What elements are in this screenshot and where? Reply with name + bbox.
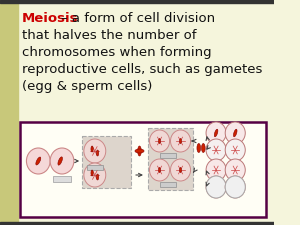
Ellipse shape	[149, 159, 170, 181]
Ellipse shape	[206, 159, 226, 181]
Ellipse shape	[197, 144, 201, 153]
Text: that halves the number of: that halves the number of	[22, 29, 197, 42]
Ellipse shape	[225, 176, 245, 198]
Ellipse shape	[206, 176, 226, 198]
Ellipse shape	[159, 167, 161, 173]
Bar	[160, 153, 176, 158]
Ellipse shape	[214, 129, 218, 137]
Ellipse shape	[225, 176, 245, 198]
Ellipse shape	[225, 122, 245, 144]
Ellipse shape	[206, 122, 226, 144]
Text: – a form of cell division: – a form of cell division	[61, 12, 215, 25]
Ellipse shape	[138, 146, 141, 156]
Ellipse shape	[180, 139, 182, 144]
Bar	[0, 0, 274, 3]
Ellipse shape	[58, 157, 62, 165]
Text: (egg & sperm cells): (egg & sperm cells)	[22, 80, 152, 93]
Bar	[87, 165, 103, 170]
Ellipse shape	[202, 144, 205, 153]
Bar	[53, 176, 71, 182]
Bar	[0, 0, 18, 225]
Bar	[160, 182, 176, 187]
Text: Meiosis: Meiosis	[22, 12, 78, 25]
Ellipse shape	[91, 146, 93, 152]
Ellipse shape	[170, 159, 190, 181]
Ellipse shape	[206, 139, 226, 161]
Ellipse shape	[96, 150, 99, 156]
Ellipse shape	[91, 170, 93, 176]
Ellipse shape	[225, 139, 245, 161]
Ellipse shape	[135, 149, 144, 153]
Bar	[0, 222, 274, 225]
Bar	[20, 122, 266, 217]
Ellipse shape	[170, 130, 190, 152]
Text: reproductive cells, such as gametes: reproductive cells, such as gametes	[22, 63, 262, 76]
Ellipse shape	[84, 139, 106, 163]
Bar	[82, 136, 131, 188]
Ellipse shape	[50, 148, 74, 174]
Ellipse shape	[225, 159, 245, 181]
Ellipse shape	[36, 157, 41, 165]
Ellipse shape	[96, 174, 99, 180]
Ellipse shape	[26, 148, 50, 174]
Ellipse shape	[159, 139, 161, 144]
Ellipse shape	[84, 163, 106, 187]
Ellipse shape	[149, 130, 170, 152]
Ellipse shape	[233, 129, 237, 137]
Bar	[148, 128, 193, 190]
Text: chromosomes when forming: chromosomes when forming	[22, 46, 212, 59]
Ellipse shape	[180, 167, 182, 173]
Ellipse shape	[206, 176, 226, 198]
